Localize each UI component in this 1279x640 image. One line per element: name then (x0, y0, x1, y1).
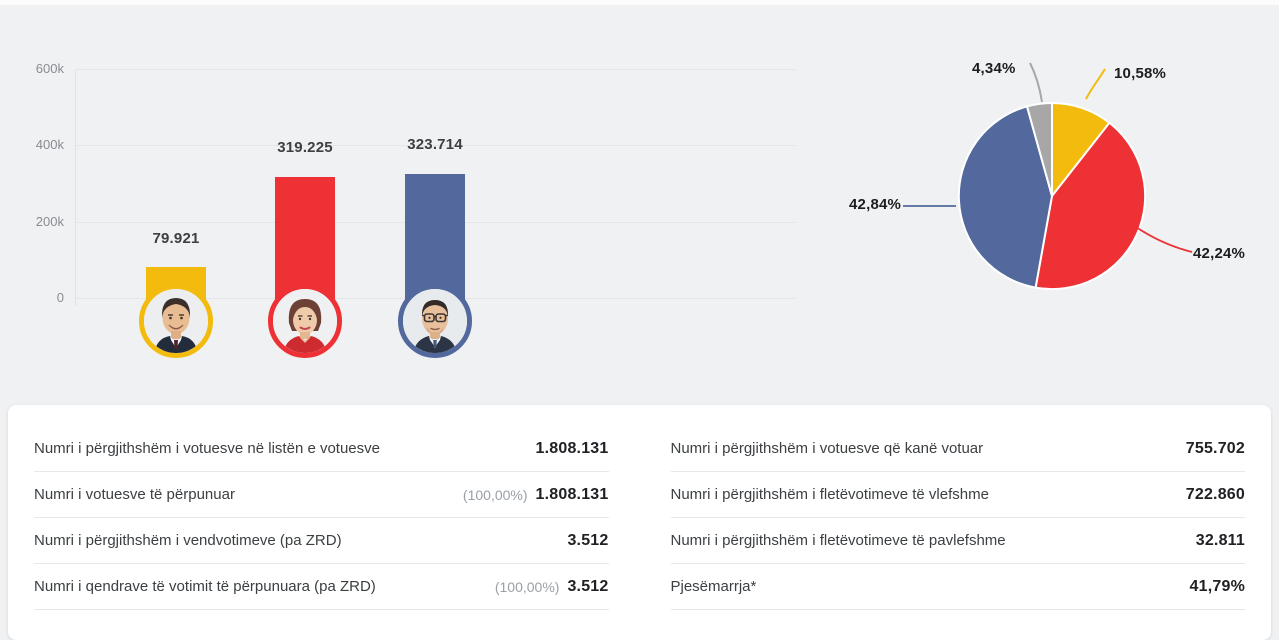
stat-label: Numri i përgjithshëm i fletëvotimeve të … (670, 486, 989, 503)
stat-label: Numri i qendrave të votimit të përpunuar… (34, 578, 376, 595)
gridline-400k (75, 145, 795, 146)
stat-value: 3.512 (567, 577, 609, 595)
stat-value: 41,79% (1189, 577, 1245, 595)
stat-value: 1.808.131 (535, 485, 609, 503)
pie-slice-gray[interactable] (1026, 101, 1053, 197)
pie-label-yellow: 10,58% (1114, 65, 1167, 82)
candidate-1-avatar (139, 284, 213, 358)
stat-row-polling-stations-processed: Numri i qendrave të votimit të përpunuar… (34, 564, 609, 610)
stat-row-total-polling-stations: Numri i përgjithshëm i vendvotimeve (pa … (34, 518, 609, 564)
pie-label-blue: 42,84% (849, 196, 902, 213)
stats-column-right: Numri i përgjithshëm i votuesve që kanë … (670, 426, 1245, 610)
stat-label: Pjesëmarrja* (670, 578, 757, 595)
bar-value-candidate-2: 319.225 (277, 139, 333, 156)
stat-row-total-voters-list: Numri i përgjithshëm i votuesve në listë… (34, 426, 609, 472)
stats-grid: Numri i përgjithshëm i votuesve në listë… (34, 426, 1245, 610)
y-axis-tick-200k: 200k (35, 214, 64, 229)
stat-percent: (100,00%) (494, 578, 560, 595)
summary-stats-card: Numri i përgjithshëm i votuesve në listë… (8, 405, 1271, 640)
pie-slice-blue[interactable] (957, 105, 1053, 289)
candidate-3-portrait-icon (403, 289, 467, 353)
pie-slice-red[interactable] (1034, 121, 1147, 291)
stat-row-voters-processed: Numri i votuesve të përpunuar (100,00%) … (34, 472, 609, 518)
bar-chart: 600k 400k 200k 0 79.921 319.225 323.714 (0, 0, 820, 400)
candidate-2-avatar (268, 284, 342, 358)
bar-value-candidate-1: 79.921 (152, 230, 200, 247)
stats-column-left: Numri i përgjithshëm i votuesve në listë… (34, 426, 609, 610)
stat-label: Numri i përgjithshëm i fletëvotimeve të … (670, 532, 1006, 549)
y-axis-tick-600k: 600k (35, 61, 64, 76)
stat-row-turnout: Pjesëmarrja* 41,79% (670, 564, 1245, 610)
stat-value: 32.811 (1195, 531, 1245, 549)
y-axis-tick-400k: 400k (35, 137, 64, 152)
pie-label-red: 42,24% (1193, 245, 1246, 262)
candidate-3-avatar (398, 284, 472, 358)
stat-label: Numri i përgjithshëm i vendvotimeve (pa … (34, 532, 342, 549)
stat-row-invalid-ballots: Numri i përgjithshëm i fletëvotimeve të … (670, 518, 1245, 564)
y-axis-tick-0: 0 (56, 290, 64, 305)
top-strip (0, 0, 1279, 5)
stat-label: Numri i përgjithshëm i votuesve në listë… (34, 440, 380, 457)
pie-leader-line-yellow (1085, 68, 1106, 100)
pie-label-gray: 4,34% (972, 60, 1016, 77)
bar-value-candidate-3: 323.714 (407, 136, 463, 153)
pie-leader-line-red (1135, 226, 1193, 253)
stat-value: 3.512 (567, 531, 609, 549)
pie-leader-line-gray (1029, 62, 1043, 103)
stat-row-valid-ballots: Numri i përgjithshëm i fletëvotimeve të … (670, 472, 1245, 518)
stat-percent: (100,00%) (462, 486, 528, 503)
stat-value: 722.860 (1185, 485, 1245, 503)
candidate-2-portrait-icon (273, 289, 337, 353)
pie-chart (903, 62, 1193, 291)
gridline-600k (75, 69, 795, 70)
stat-label: Numri i përgjithshëm i votuesve që kanë … (670, 440, 984, 457)
stat-row-voters-voted: Numri i përgjithshëm i votuesve që kanë … (670, 426, 1245, 472)
stat-value: 755.702 (1185, 439, 1245, 457)
stat-value: 1.808.131 (535, 439, 609, 457)
stat-label: Numri i votuesve të përpunuar (34, 486, 235, 503)
y-axis-line (75, 69, 76, 306)
candidate-1-portrait-icon (144, 289, 208, 353)
